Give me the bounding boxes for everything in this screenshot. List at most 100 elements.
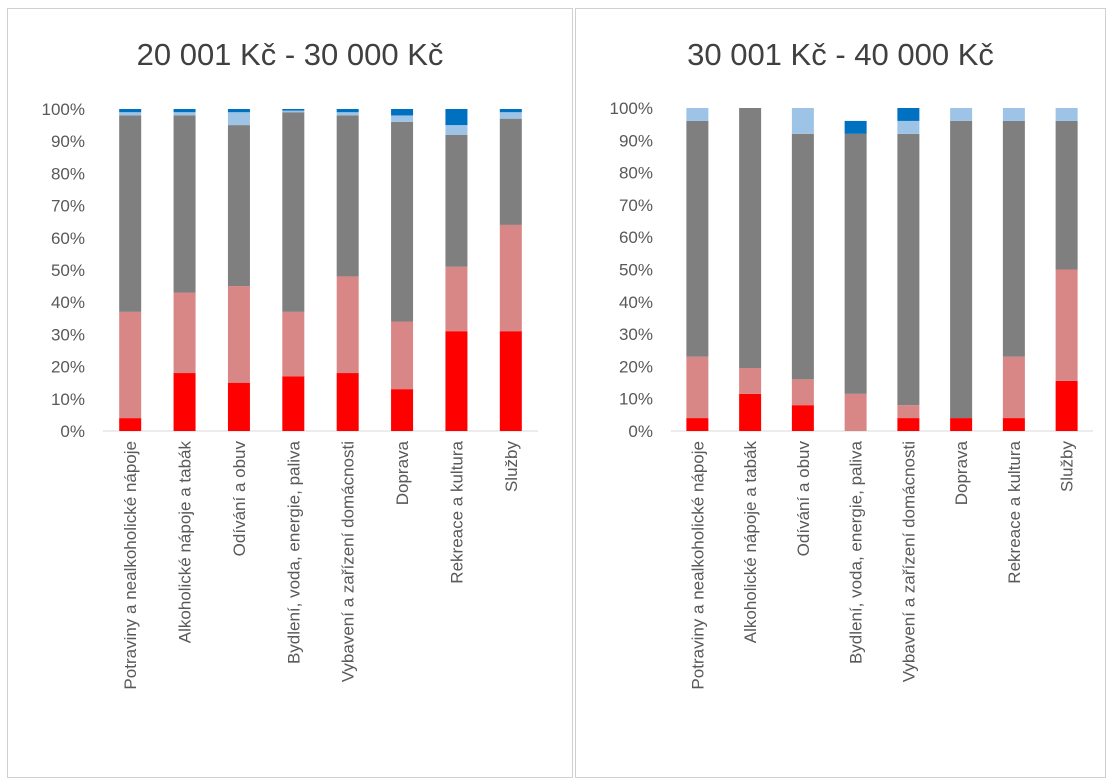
y-tick-label: 30%	[51, 325, 85, 344]
bar-segment	[445, 134, 468, 267]
chart-panel-left: 20 001 Kč - 30 000 Kč 0% 10% 20% 30% 40% 50% 6…	[7, 8, 573, 778]
chart-title: 20 001 Kč - 30 000 Kč	[136, 37, 444, 72]
bar-segment	[897, 108, 920, 121]
bar-segment	[391, 115, 414, 122]
bar-segment	[445, 109, 468, 126]
bar-segment	[686, 356, 709, 419]
bar-segment	[282, 110, 305, 113]
y-tick-label: 90%	[51, 132, 85, 151]
bar-segment	[1002, 108, 1025, 121]
bar-segment	[173, 112, 196, 116]
x-category-label: Služby	[1058, 441, 1077, 493]
bar-segment	[950, 108, 973, 121]
bar-segment	[1055, 120, 1078, 270]
bar-segment	[336, 109, 359, 113]
x-category-label: Doprava	[952, 440, 971, 505]
bar-segment	[173, 292, 196, 374]
bar-segment	[844, 133, 867, 394]
bar-segment	[1055, 108, 1078, 121]
bar-segment	[897, 405, 920, 419]
bar-segment	[686, 418, 709, 431]
bar-segment	[445, 266, 468, 332]
bar-segment	[791, 379, 814, 406]
bar-segment	[686, 120, 709, 357]
x-category-label: Odívání a obuv	[794, 441, 813, 557]
bar-segment	[227, 112, 250, 126]
bar-segment	[282, 376, 305, 431]
chart-panel-right: 30 001 Kč - 40 000 Kč 0% 10% 20% 30% 40% 50% 6…	[575, 8, 1106, 778]
y-tick-label: 20%	[51, 358, 85, 377]
bar-segment	[1055, 269, 1078, 381]
y-tick-label: 70%	[51, 197, 85, 216]
x-category-label: Služby	[502, 441, 521, 493]
bar-segment	[391, 389, 414, 431]
y-tick-label: 50%	[51, 261, 85, 280]
y-tick-label: 30%	[619, 325, 653, 344]
bar-segment	[119, 418, 142, 431]
x-category-label: Rekreace a kultura	[1005, 440, 1024, 583]
y-tick-label: 80%	[619, 164, 653, 183]
bar-segment	[391, 321, 414, 390]
bar-segment	[897, 120, 920, 134]
bar-segment	[445, 125, 468, 135]
y-tick-label: 40%	[619, 293, 653, 312]
bar-segment	[950, 120, 973, 419]
bar-segment	[282, 112, 305, 312]
bar-segment	[844, 393, 867, 431]
x-category-label: Odívání a obuv	[230, 441, 249, 557]
bar-segment	[950, 418, 973, 431]
bar-segment	[791, 405, 814, 431]
y-tick-label: 0%	[60, 422, 85, 441]
bar-segment	[499, 331, 522, 431]
bar-segment	[791, 108, 814, 134]
chart-title: 30 001 Kč - 40 000 Kč	[687, 37, 994, 72]
bar-segment	[499, 112, 522, 119]
bar-segment	[227, 125, 250, 287]
bar-segment	[227, 382, 250, 431]
bar-segment	[445, 331, 468, 431]
bar-segment	[336, 112, 359, 116]
bar-segment	[499, 118, 522, 225]
x-category-label: Bydlení, voda, energie, paliva	[847, 440, 866, 664]
y-tick-label: 60%	[619, 228, 653, 247]
bar-segment	[119, 115, 142, 312]
y-tick-label: 50%	[619, 261, 653, 280]
bar-segment	[686, 108, 709, 121]
bar-segment	[336, 373, 359, 431]
chart-plot-area-left: 0% 10% 20% 30% 40% 50% 60% 70% 80% 90% 100% Potravi…	[42, 100, 538, 690]
bar-segment	[499, 224, 522, 332]
y-tick-label: 70%	[619, 196, 653, 215]
x-category-label: Potraviny a nealkoholické nápoje	[121, 441, 140, 690]
x-category-label: Bydlení, voda, energie, paliva	[284, 440, 303, 664]
bar-segment	[119, 112, 142, 116]
bar-segment	[897, 133, 920, 406]
bar-segment	[336, 276, 359, 374]
y-tick-label: 90%	[619, 131, 653, 150]
bar-segment	[1002, 356, 1025, 419]
y-tick-label: 80%	[51, 164, 85, 183]
x-category-label: Vybavení a zařízení domácnosti	[899, 441, 918, 682]
y-tick-label: 100%	[610, 99, 653, 118]
bar-segment	[282, 109, 305, 111]
bar-segment	[119, 311, 142, 419]
bar-segment	[499, 109, 522, 113]
bar-segment	[1002, 120, 1025, 357]
bar-segment	[173, 115, 196, 293]
y-tick-label: 10%	[619, 390, 653, 409]
y-tick-label: 20%	[619, 357, 653, 376]
bar-segment	[391, 109, 414, 116]
bar-segment	[897, 418, 920, 431]
x-category-label: Potraviny a nealkoholické nápoje	[688, 441, 707, 690]
bar-segment	[739, 393, 762, 431]
bar-segment	[1055, 380, 1078, 431]
bar-segment	[1002, 418, 1025, 431]
bar-segment	[173, 373, 196, 431]
bar-segment	[739, 108, 762, 369]
bar-segment	[227, 109, 250, 113]
bar-segment	[844, 120, 867, 134]
bar-segment	[173, 109, 196, 113]
y-tick-label: 10%	[51, 390, 85, 409]
x-category-label: Alkoholické nápoje a tabák	[176, 441, 195, 644]
bar-segment	[391, 121, 414, 322]
x-category-label: Vybavení a zařízení domácnosti	[339, 441, 358, 682]
